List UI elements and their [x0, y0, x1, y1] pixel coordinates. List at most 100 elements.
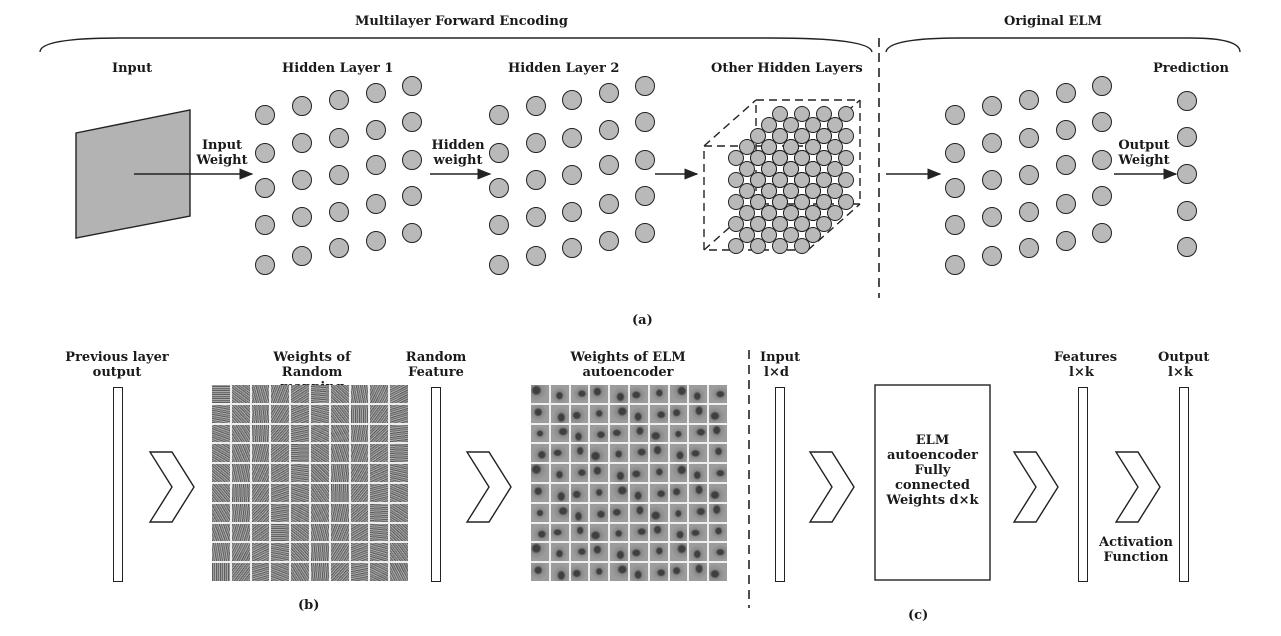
hidden-layer-2-node [635, 150, 655, 170]
random-weight-tile [390, 444, 408, 463]
other-hidden-layer-node [794, 150, 810, 166]
hidden-layer-2-node [526, 133, 546, 153]
other-hidden-layer-node [783, 227, 799, 243]
random-weight-tile [310, 523, 329, 542]
random-weight-tile [370, 483, 389, 502]
other-hidden-layer-node [816, 106, 832, 122]
random-weight-tile [291, 444, 309, 463]
autoencoder-weight-tile [669, 464, 688, 482]
autoencoder-weight-tile [570, 444, 589, 463]
other-hidden-layer-node [794, 194, 810, 210]
hidden-layer-1-node [402, 223, 422, 243]
autoencoder-weight-tile [550, 385, 569, 403]
hidden-layer-2-node [526, 246, 546, 266]
hidden-layer-2-node [526, 96, 546, 116]
label-activation-function: Activation Function [1099, 535, 1173, 565]
label-output-c: Output [1158, 350, 1210, 365]
other-hidden-layer-node [750, 238, 766, 254]
autoencoder-weight-tile [669, 483, 688, 502]
other-hidden-layer-node [805, 205, 821, 221]
autoencoder-weight-tile [629, 464, 648, 482]
elm-hidden-node [1056, 155, 1076, 175]
elm-hidden-node [1092, 223, 1112, 243]
label-hidden-layer-2: Hidden Layer 2 [508, 61, 620, 76]
other-hidden-layer-node [761, 139, 777, 155]
random-weight-tile [350, 404, 369, 423]
autoencoder-weight-tile [570, 543, 589, 562]
random-weight-tile [330, 503, 349, 522]
hidden-layer-1-node [402, 112, 422, 132]
autoencoder-weight-tile [570, 464, 589, 482]
random-weight-tile [231, 444, 250, 463]
autoencoder-weight-tile [590, 563, 609, 581]
random-weight-tile [370, 424, 389, 443]
output-bar [1179, 387, 1189, 582]
random-weight-tile [231, 404, 250, 423]
random-weight-tile [390, 424, 408, 443]
hidden-layer-2-node [599, 155, 619, 175]
autoencoder-weight-tile [649, 464, 668, 482]
autoencoder-weight-tile [531, 385, 549, 403]
chevron-b2 [465, 451, 512, 523]
hidden-layer-1-node [292, 170, 312, 190]
autoencoder-weight-tile [649, 543, 668, 562]
random-weight-tile [212, 503, 230, 522]
autoencoder-weight-tile [629, 444, 648, 463]
autoencoder-weight-tile [669, 503, 688, 522]
hidden-layer-1-node [292, 133, 312, 153]
hidden-layer-2-node [635, 76, 655, 96]
elm-hidden-node [982, 207, 1002, 227]
other-hidden-layer-node [816, 216, 832, 232]
autoencoder-weight-tile [649, 385, 668, 403]
hidden-layer-2-node [489, 215, 509, 235]
section-elm-title: Original ELM [1004, 14, 1102, 29]
autoencoder-weight-tile [649, 424, 668, 443]
autoencoder-weight-tile [590, 444, 609, 463]
autoencoder-weight-tile [629, 483, 648, 502]
random-weight-tile [310, 543, 329, 562]
autoencoder-weight-tile [709, 563, 727, 581]
random-weight-tile [310, 464, 329, 482]
other-hidden-layer-node [750, 150, 766, 166]
autoencoder-weight-tile [610, 464, 628, 482]
hidden-layer-2-node [526, 207, 546, 227]
prev-output-bar [113, 387, 123, 582]
random-weight-tile [390, 563, 408, 581]
random-weight-tile [390, 503, 408, 522]
autoencoder-weight-tile [610, 523, 628, 542]
random-feature-bar [431, 387, 441, 582]
hidden-layer-2-node [562, 238, 582, 258]
label-features: Features [1054, 350, 1118, 365]
random-weight-tile [390, 483, 408, 502]
autoencoder-weight-tile [629, 503, 648, 522]
other-hidden-layer-node [761, 117, 777, 133]
hidden-layer-2-node [489, 143, 509, 163]
elm-hidden-node [945, 105, 965, 125]
other-hidden-layer-node [739, 139, 755, 155]
chevron-b1 [148, 451, 195, 523]
other-hidden-layer-node [805, 161, 821, 177]
random-weight-tile [390, 543, 408, 562]
elm-hidden-node [1019, 238, 1039, 258]
random-weight-tile [370, 523, 389, 542]
hidden-layer-1-node [255, 178, 275, 198]
random-weight-tile [370, 404, 389, 423]
chevron-c1 [808, 451, 855, 523]
output-node [1177, 237, 1197, 257]
autoencoder-weight-tile [669, 404, 688, 423]
other-hidden-layer-node [761, 227, 777, 243]
random-weight-tile [350, 424, 369, 443]
random-weight-tile [330, 424, 349, 443]
hidden-layer-2-node [599, 231, 619, 251]
hidden-layer-1-node [366, 83, 386, 103]
autoencoder-weight-tile [709, 444, 727, 463]
autoencoder-weight-tile [610, 563, 628, 581]
autoencoder-weight-tile [550, 424, 569, 443]
autoencoder-weight-tile [570, 563, 589, 581]
random-weight-tile [251, 464, 270, 482]
other-hidden-layer-node [772, 172, 788, 188]
label-features-dim: l×k [1069, 365, 1094, 380]
autoencoder-weight-tile [531, 563, 549, 581]
hidden-layer-2-node [599, 194, 619, 214]
random-weight-tile [212, 483, 230, 502]
